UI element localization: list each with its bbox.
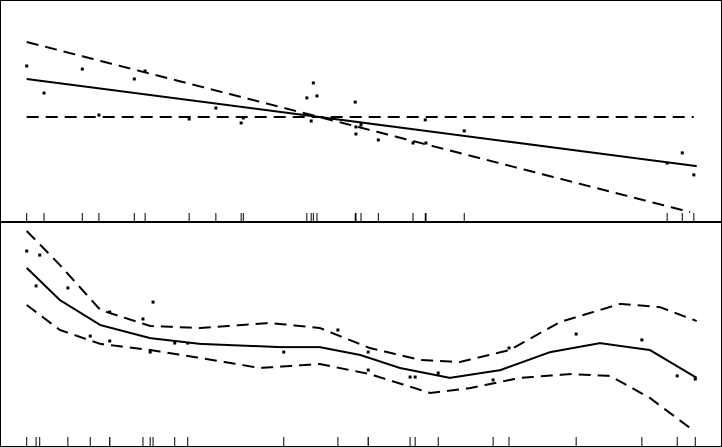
point <box>354 132 358 136</box>
point <box>88 334 92 338</box>
point <box>282 350 286 354</box>
point <box>80 67 84 71</box>
point <box>411 141 415 145</box>
point <box>305 96 309 100</box>
point <box>336 328 340 332</box>
point <box>640 338 644 342</box>
point <box>309 119 313 123</box>
band-line <box>26 304 691 429</box>
point <box>359 123 363 127</box>
point <box>693 377 697 381</box>
point <box>680 151 684 155</box>
point <box>366 350 370 354</box>
point <box>692 173 696 177</box>
point <box>366 368 370 372</box>
point <box>423 118 427 122</box>
point <box>151 300 155 304</box>
fit-line <box>26 78 697 168</box>
point <box>143 69 147 73</box>
point <box>38 253 42 257</box>
point <box>491 378 495 382</box>
point <box>574 332 578 336</box>
point <box>97 113 101 117</box>
panel-frame <box>0 0 722 222</box>
point <box>214 106 218 110</box>
point <box>353 100 357 104</box>
point <box>436 371 440 375</box>
point <box>424 141 428 145</box>
band-line <box>26 41 691 214</box>
point <box>413 375 417 379</box>
point <box>239 121 243 125</box>
point <box>25 64 29 68</box>
point <box>66 286 70 290</box>
point <box>141 317 145 321</box>
point <box>108 339 112 343</box>
fit-line <box>26 267 698 379</box>
point <box>34 284 38 288</box>
point <box>376 138 380 142</box>
point <box>187 117 191 121</box>
point <box>25 249 29 253</box>
point <box>148 350 152 354</box>
point <box>173 341 177 345</box>
panel-frame <box>0 222 722 447</box>
point <box>354 125 358 129</box>
point <box>42 91 46 95</box>
point <box>675 374 679 378</box>
point <box>462 129 466 133</box>
point <box>507 346 511 350</box>
point <box>311 81 315 85</box>
point <box>315 94 319 98</box>
band-line <box>25 230 698 364</box>
point <box>408 375 412 379</box>
point <box>132 77 136 81</box>
